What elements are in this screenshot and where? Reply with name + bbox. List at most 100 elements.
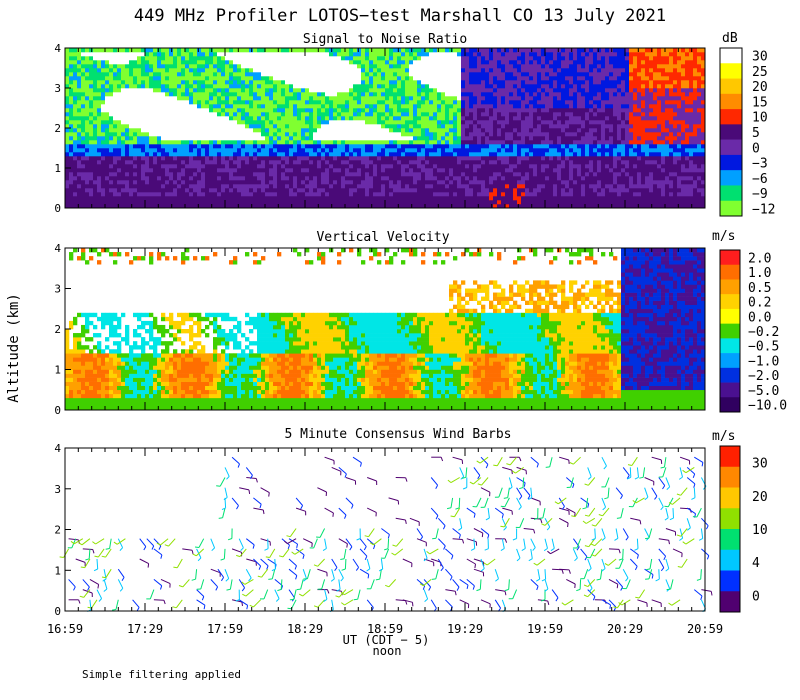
colorbar-swatch [720,279,740,295]
y-tick-label: 0 [54,404,61,417]
colorbar-label: −10.0 [748,399,787,414]
colorbar-label: −5.0 [748,384,779,399]
y-tick-label: 3 [54,82,61,95]
footnote: Simple filtering applied [82,668,241,681]
x-tick-label: 19:59 [527,622,563,636]
colorbar-swatch [720,382,740,398]
colorbar-label: 0.5 [748,281,771,296]
colorbar-swatch [720,109,742,125]
colorbar-swatch [720,93,742,110]
snr-panel-title: Signal to Noise Ratio [303,32,467,47]
colorbar-swatch [720,466,740,488]
x-tick-label: 17:59 [207,622,243,636]
colorbar-label: −3 [752,157,768,172]
colorbar-label: −6 [752,172,768,187]
colorbar-label: 0 [752,589,760,604]
colorbar-label: 0.2 [748,296,771,311]
x-tick-label: 18:59 [367,622,403,636]
windbarb-panel-title: 5 Minute Consensus Wind Barbs [285,427,512,442]
colorbar-swatch [720,63,742,79]
x-tick-label: 18:29 [287,622,323,636]
colorbar-label: −12 [752,202,775,217]
colorbar-label: 15 [752,96,768,111]
x-tick-label: 20:29 [607,622,643,636]
colorbar-label: −0.5 [748,340,779,355]
velocity-heatmap [65,248,706,411]
y-tick-label: 3 [54,283,61,296]
colorbar-swatch [720,591,740,613]
colorbar-swatch [720,200,742,217]
windbarb-unit-label: m/s [712,429,735,444]
colorbar-label: 20 [752,80,768,95]
wind-barbs [59,456,713,613]
colorbar-swatch [720,294,740,310]
colorbar-label: 30 [752,50,768,65]
colorbar-label: 25 [752,65,768,80]
y-tick-label: 0 [54,202,61,215]
y-tick-label: 4 [54,42,61,55]
colorbar-label: 10 [752,523,768,538]
colorbar-swatch [720,487,740,509]
colorbar-swatch [720,508,740,530]
colorbar-label: 0.0 [748,310,771,325]
colorbar-swatch [720,529,740,551]
colorbar-swatch [720,367,740,383]
colorbar-swatch [720,124,742,140]
x-axis-sublabel: noon [373,644,402,658]
colorbar-label: 1.0 [748,266,771,281]
x-tick-labels: 16:59 17:29 17:59 18:29 18:59 19:29 19:59 20:29… [47,622,723,636]
x-tick-label: 20:59 [687,622,723,636]
figure-title: 449 MHz Profiler LOTOS−test Marshall CO … [134,6,666,26]
colorbar-swatch [720,570,740,592]
y-tick-label: 2 [54,524,61,537]
colorbar-label: 20 [752,490,768,505]
windbarb-plot-area [65,448,705,611]
y-tick-label: 0 [54,605,61,618]
snr-unit-label: dB [722,31,738,46]
x-tick-label: 17:29 [127,622,163,636]
colorbar-swatch [720,250,740,266]
colorbar-label: 2.0 [748,251,771,266]
colorbar-swatch [720,338,740,354]
colorbar-label: −0.2 [748,325,779,340]
colorbar-label: −2.0 [748,369,779,384]
colorbar-swatch [720,353,740,369]
colorbar-swatch [720,48,742,64]
x-tick-label: 16:59 [47,622,83,636]
colorbar-label: 30 [752,457,768,472]
colorbar-swatch [720,78,742,95]
snr-heatmap [65,48,706,209]
x-tick-label: 19:29 [447,622,483,636]
y-tick-label: 1 [54,364,61,377]
windbarb-colorbar: 30 20 10 4 0 [719,445,768,613]
snr-panel: Signal to Noise Ratio 0 1 2 3 4 dB 302520151… [54,31,775,217]
colorbar-label: 0 [752,141,760,156]
velocity-colorbar: 2.01.00.50.20.0−0.2−0.5−1.0−2.0−5.0−10.0 [719,249,787,414]
y-tick-label: 2 [54,122,61,135]
y-tick-label: 1 [54,162,61,175]
colorbar-swatch [720,308,740,324]
colorbar-swatch [720,264,740,280]
colorbar-label: 5 [752,126,760,141]
y-tick-label: 4 [54,442,61,455]
velocity-panel: Vertical Velocity 0 1 2 3 4 m/s 2.01.00.50.2… [54,229,787,417]
colorbar-swatch [720,139,742,156]
colorbar-label: 10 [752,111,768,126]
y-tick-label: 2 [54,323,61,336]
colorbar-swatch [720,170,742,186]
colorbar-label: −9 [752,187,768,202]
y-axis-label: Altitude (km) [6,293,22,403]
colorbar-label: 4 [752,556,760,571]
colorbar-label: −1.0 [748,355,779,370]
y-tick-label: 3 [54,483,61,496]
colorbar-swatch [720,549,740,571]
colorbar-swatch [720,446,740,468]
y-tick-label: 4 [54,242,61,255]
velocity-panel-title: Vertical Velocity [316,230,449,245]
colorbar-swatch [720,323,740,339]
x-axis-label: UT (CDT − 5) [343,633,430,647]
velocity-unit-label: m/s [712,229,735,244]
